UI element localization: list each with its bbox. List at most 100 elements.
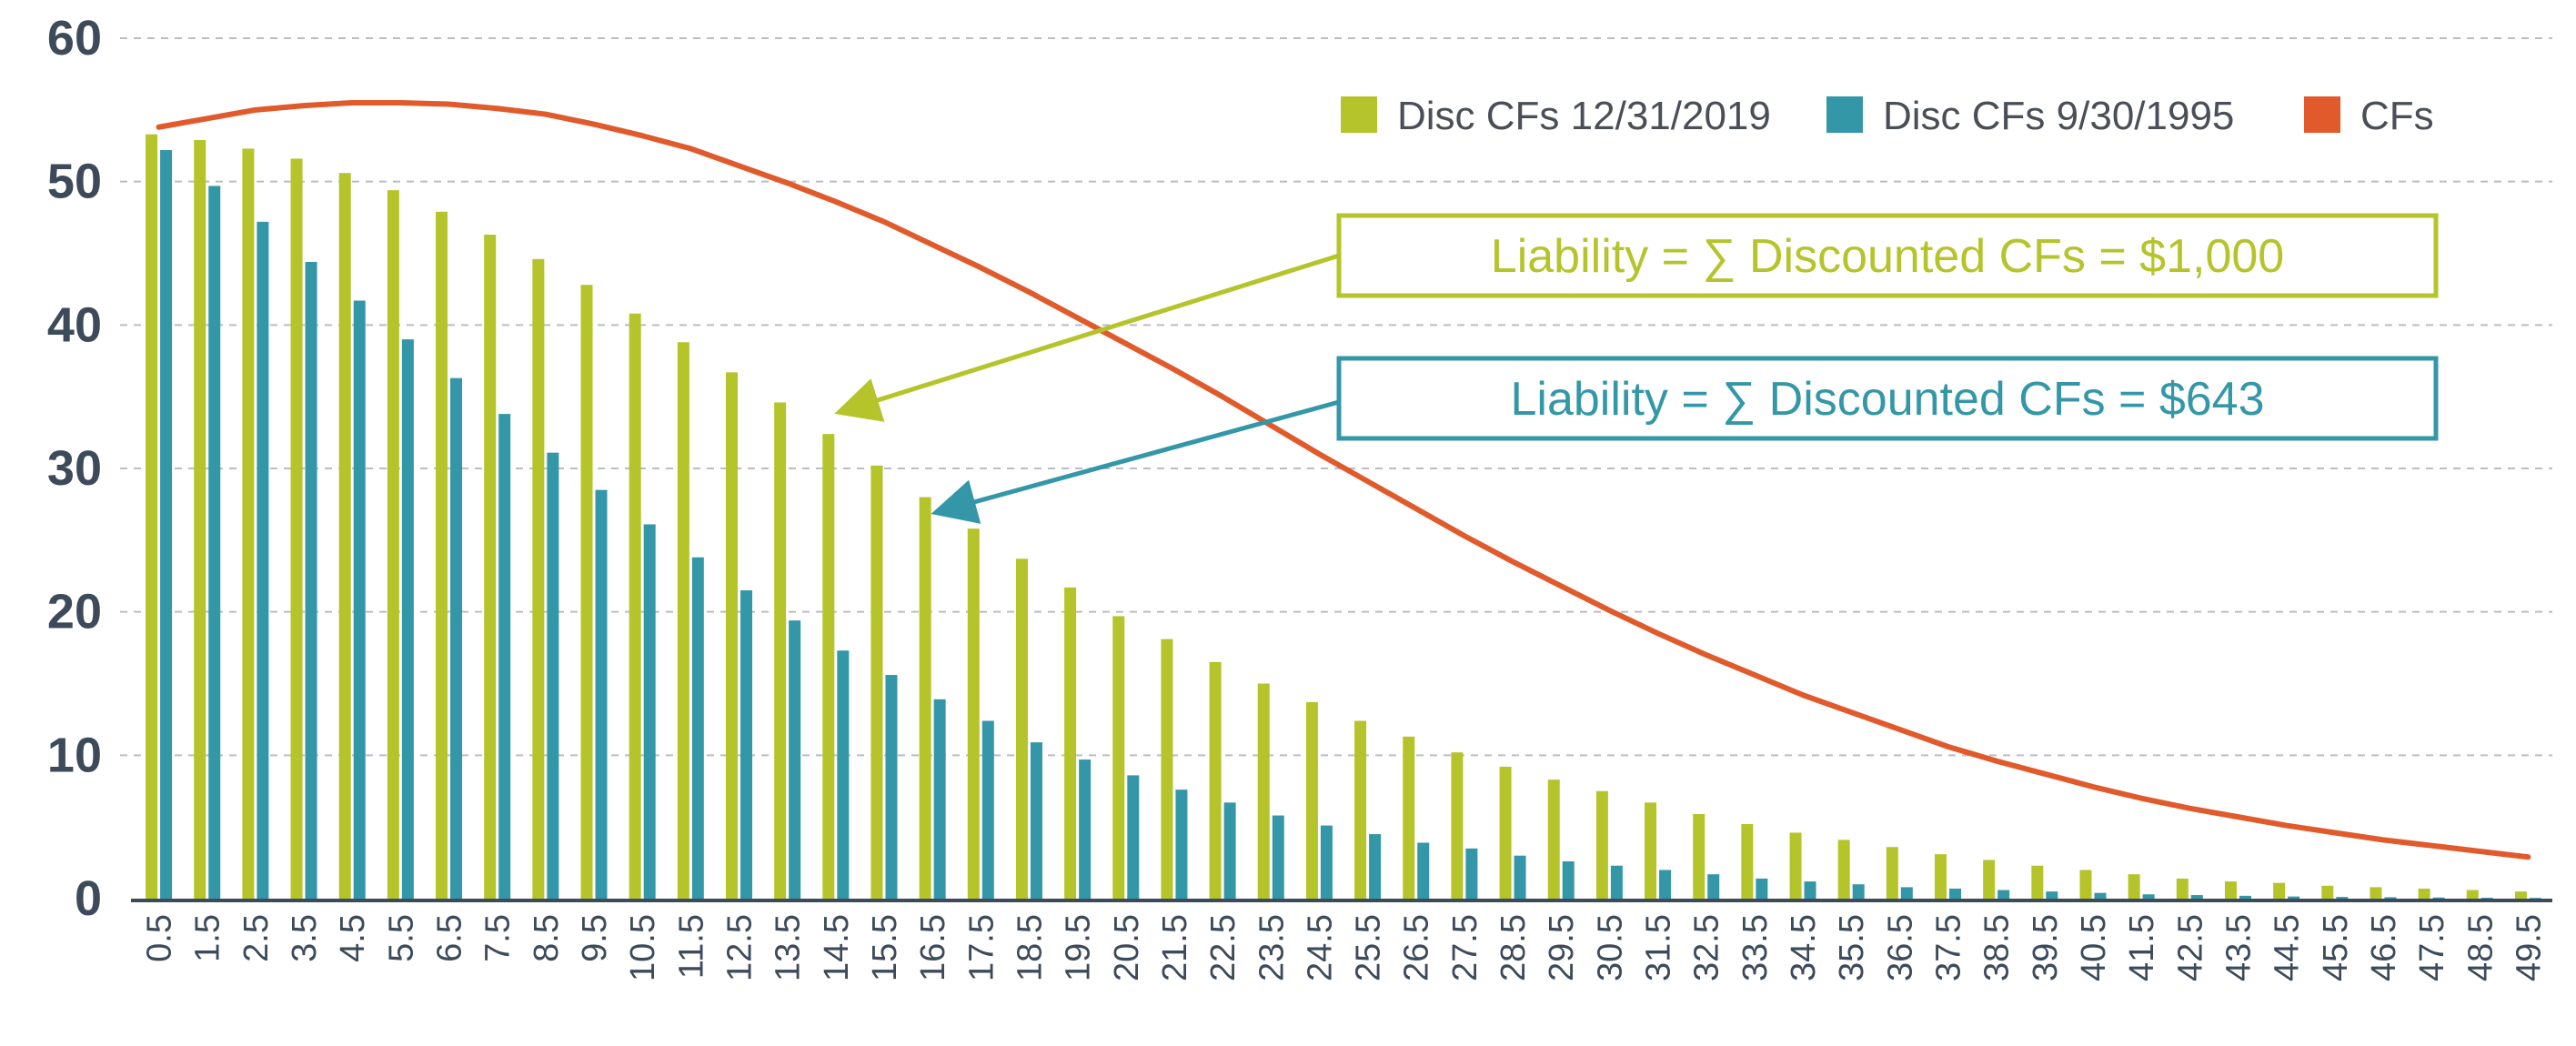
- annotation-liability-2019: Liability = ∑ Discounted CFs = $1,000: [1491, 230, 2284, 283]
- bar-disc-1995: [933, 699, 946, 899]
- x-tick-label: 6.5: [431, 914, 469, 962]
- bar-disc-2019: [1064, 587, 1077, 899]
- bar-disc-1995: [2384, 897, 2397, 899]
- bar-disc-2019: [1645, 802, 1657, 899]
- bar-disc-2019: [1837, 840, 1850, 899]
- x-tick-label: 32.5: [1688, 914, 1726, 981]
- bar-disc-1995: [305, 261, 317, 900]
- bar-disc-1995: [1562, 861, 1575, 899]
- bar-disc-1995: [885, 675, 898, 899]
- bar-disc-1995: [498, 414, 511, 899]
- y-axis: 0 10 20 30 40 50 60: [47, 11, 102, 926]
- bar-disc-1995: [1610, 865, 1623, 899]
- x-tick-label: 14.5: [818, 914, 856, 981]
- cfs-line: [156, 99, 2531, 860]
- bar-disc-1995: [1756, 878, 1768, 899]
- bar-disc-1995: [2094, 892, 2107, 899]
- bar-disc-1995: [1659, 870, 1672, 899]
- bar-disc-2019: [2514, 891, 2527, 899]
- x-tick-label: 16.5: [914, 914, 952, 981]
- bar-disc-1995: [450, 377, 463, 899]
- bar-disc-2019: [2128, 874, 2140, 899]
- bar-disc-1995: [1223, 802, 1236, 899]
- bar-disc-2019: [2176, 878, 2189, 899]
- annotation-arrow: [834, 253, 1340, 422]
- x-tick-label: 29.5: [1543, 914, 1581, 981]
- x-tick-label: 36.5: [1881, 914, 1919, 981]
- bar-disc-2019: [1257, 683, 1270, 899]
- bar-disc-2019: [1015, 558, 1028, 899]
- bar-disc-1995: [1465, 848, 1478, 899]
- bar-disc-1995: [2190, 895, 2203, 899]
- x-tick-label: 44.5: [2269, 914, 2307, 981]
- bar-disc-2019: [1161, 639, 1173, 899]
- y-tick-label: 0: [75, 871, 102, 926]
- x-tick-label: 37.5: [1930, 914, 1968, 981]
- bar-disc-2019: [1547, 779, 1560, 899]
- bar-disc-2019: [1741, 824, 1754, 899]
- bar-disc-2019: [629, 313, 641, 900]
- bar-disc-1995: [691, 557, 704, 899]
- x-tick-label: 3.5: [286, 914, 324, 962]
- annotations: Liability = ∑ Discounted CFs = $1,000 Lia…: [834, 213, 2439, 524]
- bar-disc-2019: [484, 235, 497, 900]
- bar-disc-2019: [822, 434, 835, 899]
- bar-disc-2019: [2321, 885, 2334, 899]
- bar-disc-2019: [726, 372, 738, 899]
- x-tick-label: 10.5: [624, 914, 662, 981]
- bar-disc-2019: [2224, 881, 2237, 899]
- bar-disc-1995: [837, 650, 850, 899]
- x-tick-label: 34.5: [1785, 914, 1823, 981]
- bar-disc-1995: [1852, 884, 1865, 899]
- bar-disc-1995: [643, 524, 656, 899]
- bar-disc-2019: [338, 173, 351, 899]
- x-tick-label: 21.5: [1156, 914, 1194, 981]
- bars: [146, 134, 2541, 900]
- bar-disc-1995: [1369, 834, 1382, 899]
- legend-label: CFs: [2360, 94, 2434, 138]
- x-tick-label: 47.5: [2413, 914, 2451, 981]
- x-tick-label: 1.5: [189, 914, 227, 962]
- x-tick-label: 28.5: [1494, 914, 1533, 981]
- x-tick-label: 17.5: [962, 914, 1001, 981]
- bar-disc-2019: [290, 158, 303, 899]
- x-tick-label: 11.5: [672, 914, 710, 979]
- bar-disc-1995: [1127, 775, 1140, 899]
- bar-disc-1995: [2239, 895, 2251, 899]
- x-tick-label: 26.5: [1398, 914, 1436, 981]
- x-tick-label: 39.5: [2027, 914, 2065, 981]
- bar-disc-2019: [1935, 854, 1947, 899]
- legend-swatch: [1826, 96, 1863, 133]
- bar-disc-2019: [677, 342, 689, 900]
- annotation-arrow: [931, 399, 1340, 524]
- bar-disc-2019: [2466, 890, 2479, 899]
- bar-disc-2019: [1886, 847, 1898, 899]
- bar-disc-1995: [160, 149, 173, 900]
- bar-disc-1995: [401, 339, 414, 900]
- x-tick-label: 20.5: [1108, 914, 1146, 981]
- x-tick-label: 48.5: [2461, 914, 2500, 981]
- bar-disc-1995: [1949, 888, 1961, 899]
- x-tick-label: 12.5: [721, 914, 760, 981]
- bar-disc-2019: [1112, 616, 1125, 899]
- bar-disc-1995: [547, 452, 559, 899]
- annotation-box: [1336, 356, 2439, 441]
- cf-line: [156, 99, 2531, 860]
- x-tick-label: 23.5: [1253, 914, 1291, 981]
- y-tick-label: 40: [47, 297, 102, 352]
- bar-disc-2019: [146, 134, 158, 900]
- bar-disc-1995: [2288, 896, 2300, 899]
- y-tick-label: 20: [47, 585, 102, 639]
- x-tick-label: 31.5: [1640, 914, 1678, 981]
- x-tick-label: 45.5: [2317, 914, 2355, 981]
- bar-disc-1995: [2480, 898, 2493, 899]
- legend-swatch: [1341, 96, 1377, 133]
- bar-disc-1995: [1272, 815, 1284, 899]
- x-tick-label: 5.5: [382, 914, 420, 962]
- x-tick-label: 15.5: [866, 914, 904, 981]
- bar-disc-1995: [2529, 898, 2541, 899]
- x-tick-label: 42.5: [2171, 914, 2209, 981]
- x-tick-label: 35.5: [1833, 914, 1871, 981]
- bar-disc-1995: [789, 620, 801, 899]
